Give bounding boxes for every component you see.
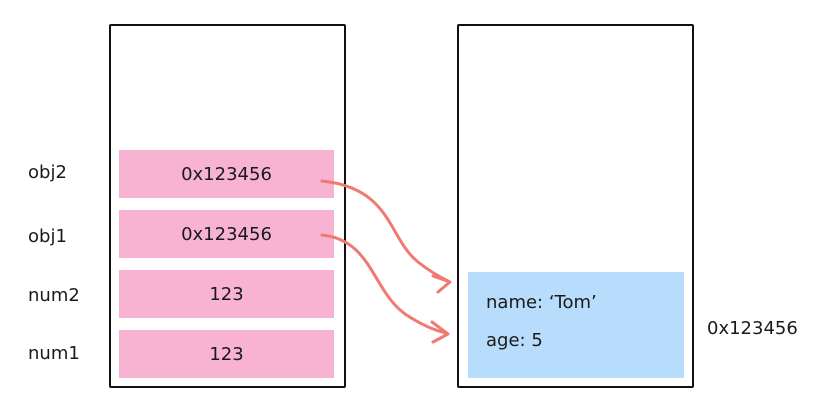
- heap-object: name: ‘Tom’ age: 5: [468, 272, 684, 378]
- label-obj2: obj2: [28, 162, 67, 183]
- arrowhead-obj2: [431, 274, 452, 294]
- arrowhead-obj1: [430, 320, 450, 344]
- heap-object-name: name: ‘Tom’: [486, 292, 597, 313]
- stack-cell-obj1: 0x123456: [119, 210, 334, 258]
- stack-memory-box: [109, 24, 346, 388]
- label-num1: num1: [28, 343, 80, 364]
- label-obj1: obj1: [28, 226, 67, 247]
- stack-cell-num2: 123: [119, 270, 334, 318]
- stack-cell-value: 0x123456: [181, 163, 272, 185]
- stack-cell-value: 123: [209, 283, 244, 305]
- heap-address-label: 0x123456: [707, 318, 798, 339]
- label-num2: num2: [28, 285, 80, 306]
- heap-object-age: age: 5: [486, 330, 543, 351]
- stack-cell-num1: 123: [119, 330, 334, 378]
- arrow-obj1: [320, 233, 448, 335]
- stack-cell-value: 123: [209, 343, 244, 365]
- stack-cell-value: 0x123456: [181, 223, 272, 245]
- arrow-obj2: [320, 179, 450, 283]
- stack-cell-obj2: 0x123456: [119, 150, 334, 198]
